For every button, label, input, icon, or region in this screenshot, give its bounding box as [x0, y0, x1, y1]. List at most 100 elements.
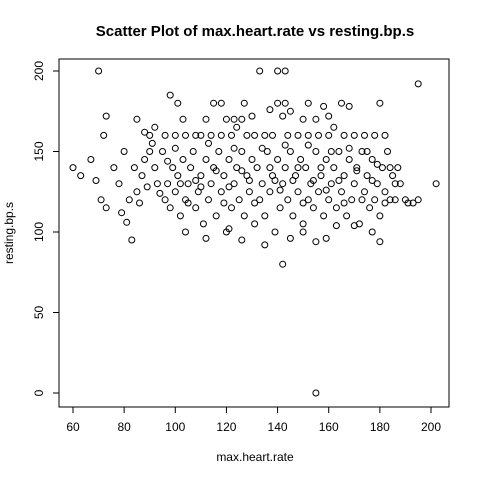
data-point: [148, 139, 156, 147]
data-point: [233, 123, 241, 131]
data-point: [205, 139, 212, 147]
data-point: [348, 196, 356, 204]
data-point: [304, 196, 312, 204]
data-point: [381, 199, 389, 207]
data-point: [261, 241, 269, 249]
data-point: [159, 148, 166, 155]
data-point: [245, 188, 253, 196]
data-point: [141, 128, 149, 136]
y-tick-label: 200: [32, 61, 46, 81]
data-point: [251, 220, 259, 228]
data-point: [391, 180, 399, 188]
data-point: [164, 180, 172, 188]
data-point: [220, 199, 228, 207]
data-point: [261, 212, 269, 220]
data-point: [299, 228, 307, 236]
data-point: [322, 234, 330, 242]
data-point: [279, 180, 287, 188]
data-point: [276, 204, 284, 212]
data-point: [386, 164, 394, 172]
data-point: [330, 123, 338, 131]
data-point: [182, 131, 189, 139]
data-point: [340, 172, 348, 180]
data-point: [228, 131, 235, 139]
y-tick-label: 100: [32, 222, 46, 242]
data-point: [100, 131, 108, 139]
x-tick-label: 140: [268, 420, 288, 434]
data-point: [361, 188, 368, 196]
data-point: [238, 115, 246, 123]
data-point: [230, 115, 238, 123]
data-point: [189, 148, 197, 155]
data-point: [371, 196, 379, 204]
data-point: [171, 144, 179, 152]
data-point: [281, 99, 289, 107]
data-point: [396, 180, 404, 188]
data-point: [284, 196, 292, 204]
data-point: [286, 234, 294, 242]
data-point: [156, 189, 164, 197]
data-point: [350, 222, 358, 230]
data-point: [394, 164, 402, 172]
data-point: [312, 389, 320, 397]
x-axis: 60 80 100 120 140 160 180 200: [66, 407, 441, 434]
data-point: [325, 131, 333, 139]
data-point: [322, 156, 330, 163]
data-point: [225, 183, 233, 191]
data-point: [174, 99, 182, 107]
data-point: [179, 156, 187, 163]
data-point: [266, 188, 274, 196]
data-point: [248, 156, 256, 163]
data-point: [202, 115, 210, 123]
data-point: [228, 204, 235, 212]
data-point: [274, 67, 282, 75]
data-point: [151, 123, 159, 131]
x-tick-label: 160: [319, 420, 339, 434]
data-point: [197, 131, 205, 139]
data-points: [69, 67, 440, 397]
data-point: [327, 148, 335, 155]
data-point: [312, 238, 320, 246]
data-point: [169, 164, 177, 172]
data-point: [207, 131, 215, 139]
data-point: [225, 225, 233, 233]
data-point: [368, 156, 376, 163]
data-point: [187, 164, 195, 172]
data-point: [205, 196, 212, 204]
data-point: [274, 99, 282, 107]
data-point: [212, 212, 220, 220]
data-point: [350, 180, 358, 188]
data-point: [414, 80, 422, 88]
data-point: [102, 204, 110, 212]
data-point: [414, 196, 422, 204]
data-point: [87, 156, 95, 163]
data-point: [143, 183, 151, 191]
data-point: [171, 131, 179, 139]
data-point: [350, 131, 358, 139]
data-point: [253, 164, 261, 172]
data-point: [266, 164, 274, 172]
data-point: [217, 99, 225, 107]
x-axis-label: max.heart.rate: [216, 450, 294, 464]
data-point: [115, 180, 123, 188]
data-point: [297, 156, 305, 163]
data-point: [266, 106, 274, 114]
data-point: [304, 131, 312, 139]
data-point: [136, 199, 143, 207]
data-point: [166, 204, 174, 212]
data-point: [261, 131, 269, 139]
data-point: [166, 91, 174, 99]
data-point: [240, 212, 248, 220]
data-point: [263, 148, 271, 155]
data-point: [376, 99, 384, 107]
data-point: [245, 177, 253, 184]
data-point: [153, 180, 161, 188]
data-point: [317, 172, 325, 180]
data-point: [281, 141, 289, 149]
y-tick-label: 50: [32, 306, 46, 320]
data-point: [182, 228, 189, 236]
data-point: [184, 199, 192, 207]
data-point: [146, 148, 154, 155]
data-point: [217, 188, 225, 196]
data-point: [373, 180, 381, 188]
